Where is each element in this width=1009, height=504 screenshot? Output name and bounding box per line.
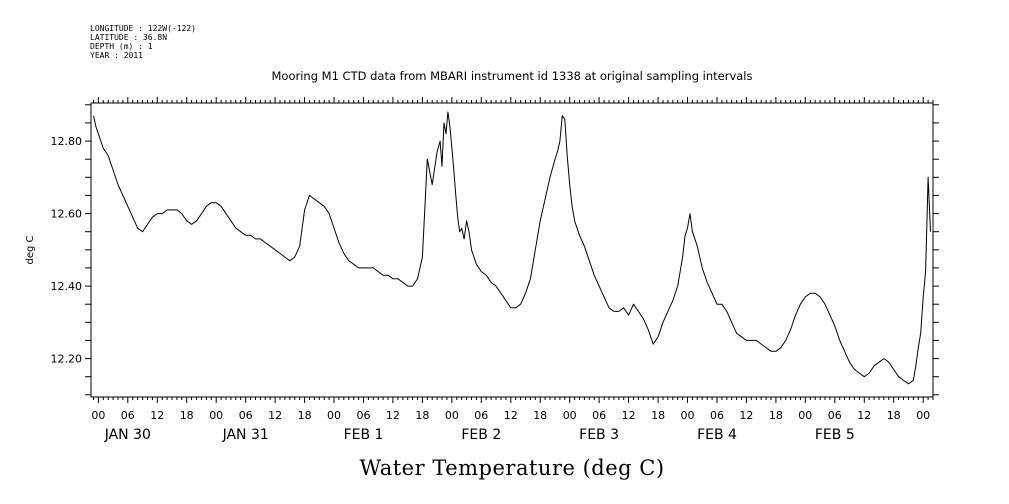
x-tick-label: 12	[150, 409, 164, 422]
date-label: JAN 31	[222, 427, 269, 443]
y-axis-ticks: 12.20 12.40 12.60 12.80	[51, 104, 939, 396]
x-tick-label: 00	[445, 409, 459, 422]
latitude-label: LATITUDE : 36.8N	[90, 33, 167, 42]
date-label: JAN 30	[104, 427, 151, 443]
x-tick-label: 18	[651, 409, 665, 422]
x-tick-label: 18	[887, 409, 901, 422]
x-tick-label: 18	[180, 409, 194, 422]
y-axis-label: deg C	[25, 235, 36, 264]
date-label: FEB 4	[697, 427, 737, 443]
series-layer	[93, 111, 931, 385]
x-tick-label: 00	[916, 409, 930, 422]
depth-label: DEPTH (m) : 1	[90, 42, 153, 51]
x-tick-label: 00	[681, 409, 695, 422]
y-tick-label: 12.60	[51, 208, 83, 221]
x-tick-label: 18	[298, 409, 312, 422]
date-label: FEB 3	[579, 427, 619, 443]
x-tick-label: 12	[739, 409, 753, 422]
x-tick-label: 18	[769, 409, 783, 422]
year-label: YEAR : 2011	[90, 51, 143, 60]
y-tick-label: 12.20	[51, 353, 83, 366]
x-tick-label: 06	[474, 409, 488, 422]
x-tick-label: 06	[828, 409, 842, 422]
x-tick-label: 18	[415, 409, 429, 422]
x-tick-label: 06	[357, 409, 371, 422]
x-tick-label: 00	[563, 409, 577, 422]
x-tick-label: 12	[504, 409, 518, 422]
x-tick-label: 00	[209, 409, 223, 422]
x-tick-label: 06	[239, 409, 253, 422]
plot-frame	[90, 102, 934, 398]
x-tick-label: 00	[798, 409, 812, 422]
y-tick-label: 12.40	[51, 280, 83, 293]
x-tick-label: 06	[121, 409, 135, 422]
chart-title: Mooring M1 CTD data from MBARI instrumen…	[272, 69, 753, 83]
x-tick-label: 18	[533, 409, 547, 422]
date-label: FEB 5	[815, 427, 855, 443]
date-label: FEB 1	[344, 427, 384, 443]
x-tick-label: 12	[386, 409, 400, 422]
longitude-label: LONGITUDE : 122W(-122)	[90, 24, 196, 33]
y-tick-label: 12.80	[51, 135, 83, 148]
x-tick-label: 12	[622, 409, 636, 422]
temperature-series-line	[93, 111, 931, 385]
x-axis-label: Water Temperature (deg C)	[359, 456, 664, 480]
x-tick-label: 12	[268, 409, 282, 422]
x-tick-label: 06	[592, 409, 606, 422]
x-axis-ticks: 00 06 12 18 00 06 12 18 00 06 12 18 00 06 12 18 00 06 12 18…	[91, 97, 934, 443]
date-label: FEB 2	[461, 427, 501, 443]
x-tick-label: 00	[91, 409, 105, 422]
x-tick-label: 06	[710, 409, 724, 422]
x-tick-label: 00	[327, 409, 341, 422]
x-tick-label: 12	[857, 409, 871, 422]
